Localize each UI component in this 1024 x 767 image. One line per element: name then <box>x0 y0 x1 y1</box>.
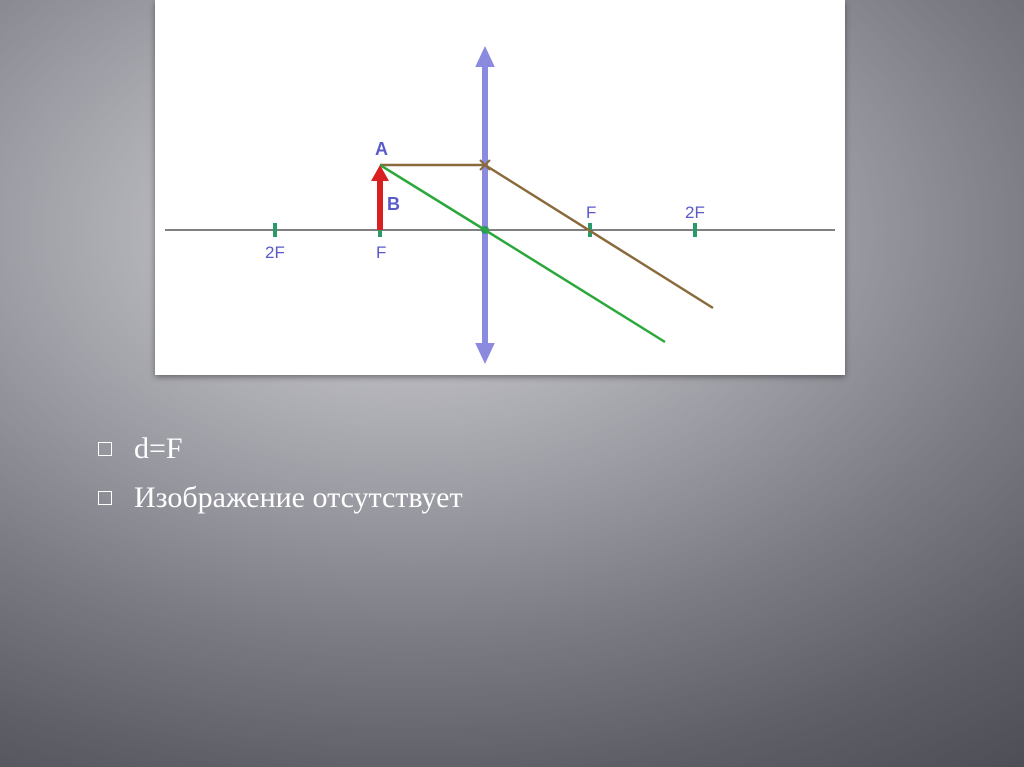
square-bullet-icon <box>98 442 112 456</box>
svg-text:B: B <box>387 194 400 214</box>
svg-text:F: F <box>376 243 386 262</box>
bullet-list: d=F Изображение отсутствует <box>98 432 463 530</box>
bullet-item: Изображение отсутствует <box>98 481 463 514</box>
bullet-text: d=F <box>134 432 183 465</box>
slide-background: 2F F F 2F A B d=F Изображение отсутствует <box>0 0 1024 767</box>
svg-text:2F: 2F <box>265 243 285 262</box>
optics-diagram-svg: 2F F F 2F A B <box>155 0 845 375</box>
optics-diagram-frame: 2F F F 2F A B <box>155 0 845 375</box>
svg-text:F: F <box>586 203 596 222</box>
square-bullet-icon <box>98 491 112 505</box>
svg-text:2F: 2F <box>685 203 705 222</box>
svg-text:A: A <box>375 139 388 159</box>
bullet-item: d=F <box>98 432 463 465</box>
bullet-text: Изображение отсутствует <box>134 481 463 514</box>
